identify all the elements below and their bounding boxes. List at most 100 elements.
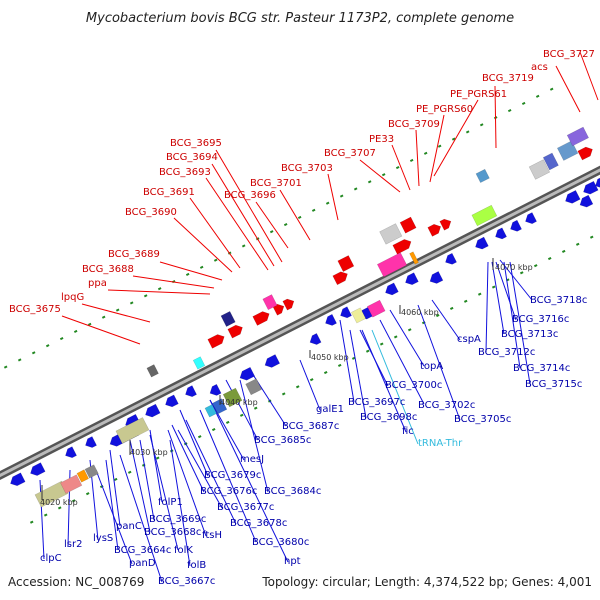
reverse-gene [565,190,581,204]
gene-label[interactable]: BCG_3664c [114,545,171,556]
leader-line [255,201,289,249]
gene-label[interactable]: BCG_3689 [108,249,160,260]
gene-label[interactable]: BCG_3697c [348,397,405,408]
gene-label[interactable]: BCG_3669c [149,514,206,525]
gene-label[interactable]: BCG_3701 [250,178,302,189]
gene-label[interactable]: BCG_3688 [82,264,134,275]
gene-label[interactable]: BCG_3702c [418,400,475,411]
gene-label[interactable]: BCG_3690 [125,207,177,218]
gene-label[interactable]: BCG_3675 [9,304,61,315]
gene-label[interactable]: panD [129,558,156,569]
gene-label[interactable]: BCG_3668c [144,527,201,538]
gene-label[interactable]: topA [420,361,443,372]
gene-label[interactable]: BCG_3695 [170,138,222,149]
gene-label[interactable]: PE_PGRS60 [416,104,473,115]
trna-label[interactable]: tRNA-Thr [418,438,463,449]
gene-label[interactable]: BCG_3676c [200,486,257,497]
gene-label[interactable]: BCG_3707 [324,148,376,159]
gene-label[interactable]: cspA [457,334,481,345]
gene-label[interactable]: BCG_3684c [264,486,321,497]
forward-gene [439,218,452,231]
gene-arrow [595,175,600,189]
gene-block [222,387,243,408]
leader-line [433,99,479,177]
gene-label[interactable]: PE33 [369,134,394,145]
reverse-gene [445,252,457,265]
gene-label[interactable]: BCG_3713c [501,329,558,340]
gene-label[interactable]: PE_PGRS61 [450,89,507,100]
gene-label[interactable]: BCG_3693 [159,167,211,178]
leader-line [167,429,207,537]
gene-label[interactable]: BCG_3687c [282,421,339,432]
gene-label[interactable]: panC [116,521,142,532]
gene-block [366,299,386,318]
reverse-gene [510,219,522,232]
gene-label[interactable]: BCG_3694 [166,152,218,163]
gene-label[interactable]: acs [531,62,548,73]
gc-dot [409,158,414,163]
leader-line [209,399,245,461]
gene-label[interactable]: lsr2 [64,539,82,550]
gene-label[interactable]: BCG_3712c [478,347,535,358]
gene-label[interactable]: BCG_3698c [360,412,417,423]
gene-label[interactable]: galE1 [316,404,344,415]
gene-label[interactable]: ftsH [202,530,222,541]
gene-label[interactable]: BCG_3705c [454,414,511,425]
gene-label[interactable]: lpqG [61,292,84,303]
gc-dot [535,94,540,98]
gene-label[interactable]: folB [187,560,206,571]
gene-label[interactable]: BCG_3709 [388,119,440,130]
gene-block [351,307,367,324]
gene-label[interactable]: lysS [93,533,113,544]
gene-label[interactable]: folP1 [158,497,183,508]
gene-block [84,464,99,479]
gene-label[interactable]: BCG_3680c [252,537,309,548]
gc-dot [325,201,330,205]
leader-line [185,419,237,525]
gene-label[interactable]: BCG_3691 [143,187,195,198]
gene-arrow [429,271,444,284]
leader-line [129,439,151,533]
gene-label[interactable]: BCG_3715c [525,379,582,390]
leader-line [205,177,269,271]
gene-arrow [252,311,270,326]
gene-arrow [282,298,295,311]
gene-arrow [30,462,46,476]
gene-label[interactable]: BCG_3727 [543,49,595,60]
gene-block [220,311,236,327]
gc-dot [381,173,386,177]
gene-arrow [510,219,522,232]
gene-block [60,474,83,494]
gc-dot [311,208,316,212]
gene-label[interactable]: hpt [284,556,301,567]
gene-label[interactable]: BCG_3678c [230,518,287,529]
gene-label[interactable]: BCG_3685c [254,435,311,446]
gene-label[interactable]: BCG_3679c [204,470,261,481]
gene-label[interactable]: BCG_3714c [513,363,570,374]
gc-dot [129,301,134,305]
gene-label[interactable]: ppa [88,278,107,289]
tick-label: 4030 kbp [130,448,168,457]
gene-label[interactable]: BCG_3700c [385,380,442,391]
reverse-gene-labels: BCG_3718c BCG_3716c BCG_3713c cspA BCG_3… [40,295,587,587]
reverse-gene [385,282,399,296]
gene-label[interactable]: mesJ [240,454,264,465]
gene-arrow [392,239,412,255]
gene-label[interactable]: BCG_3716c [512,314,569,325]
gene-label[interactable]: BCG_3677c [217,502,274,513]
gene-label[interactable]: clpC [40,553,62,564]
gene-label[interactable]: BCG_3696 [224,190,276,201]
reverse-gene [325,313,337,326]
gene-label[interactable]: BCG_3719 [482,73,534,84]
tick-label: 4060 kbp [401,308,439,317]
accession-text: Accession: NC_008769 [8,575,144,589]
gc-dot [395,166,400,170]
gc-dot [339,194,344,198]
gene-label[interactable]: fic [402,426,414,437]
gene-label[interactable]: BCG_3667c [158,576,215,587]
gene-label[interactable]: BCG_3703 [281,163,333,174]
gene-label[interactable]: folK [174,545,193,556]
gene-label[interactable]: BCG_3718c [530,295,587,306]
tick-label: 4050 kbp [311,353,349,362]
